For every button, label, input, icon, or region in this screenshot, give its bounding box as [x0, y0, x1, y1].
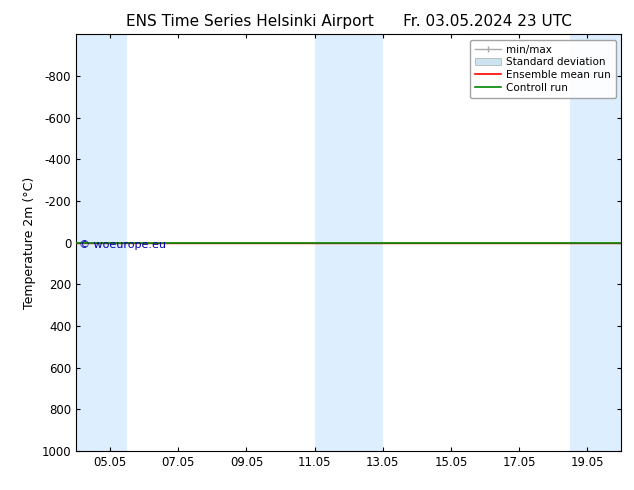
Bar	[76, 34, 127, 451]
Text: © woeurope.eu: © woeurope.eu	[79, 241, 166, 250]
Bar	[314, 34, 383, 451]
Title: ENS Time Series Helsinki Airport      Fr. 03.05.2024 23 UTC: ENS Time Series Helsinki Airport Fr. 03.…	[126, 14, 572, 29]
Legend: min/max, Standard deviation, Ensemble mean run, Controll run: min/max, Standard deviation, Ensemble me…	[470, 40, 616, 98]
Y-axis label: Temperature 2m (°C): Temperature 2m (°C)	[23, 176, 36, 309]
Bar	[570, 34, 621, 451]
